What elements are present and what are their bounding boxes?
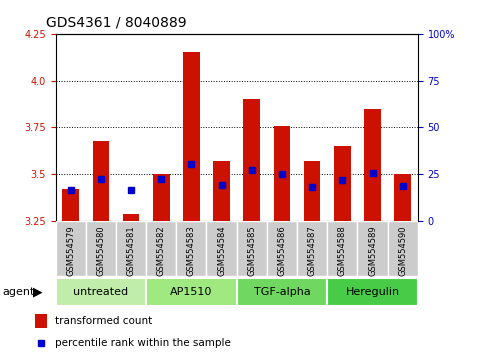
Bar (183, 52, 199, 221)
Text: percentile rank within the sample: percentile rank within the sample (55, 338, 230, 348)
Bar (56, 221, 86, 276)
Bar (123, 214, 139, 221)
Bar (93, 141, 109, 221)
Text: GSM554580: GSM554580 (96, 225, 105, 276)
Bar (146, 278, 237, 306)
Text: GSM554587: GSM554587 (308, 225, 317, 276)
Bar (334, 146, 351, 221)
Text: GSM554582: GSM554582 (156, 225, 166, 276)
Bar (357, 221, 388, 276)
Text: GSM554586: GSM554586 (277, 225, 286, 276)
Text: GSM554579: GSM554579 (66, 225, 75, 276)
Bar (56, 278, 146, 306)
Text: GSM554588: GSM554588 (338, 225, 347, 276)
Bar (274, 126, 290, 221)
Bar (237, 221, 267, 276)
Bar (176, 221, 207, 276)
Bar (327, 221, 357, 276)
Bar (86, 221, 116, 276)
Bar (35, 314, 47, 328)
Bar (364, 109, 381, 221)
Bar (388, 221, 418, 276)
Bar (395, 175, 411, 221)
Bar (297, 221, 327, 276)
Text: agent: agent (2, 287, 35, 297)
Text: GDS4361 / 8040889: GDS4361 / 8040889 (46, 16, 186, 30)
Bar (213, 161, 230, 221)
Bar (267, 221, 297, 276)
Text: GSM554583: GSM554583 (187, 225, 196, 276)
Text: TGF-alpha: TGF-alpha (254, 287, 310, 297)
Text: GSM554581: GSM554581 (127, 225, 136, 276)
Text: ▶: ▶ (33, 286, 43, 298)
Bar (62, 189, 79, 221)
Bar (327, 278, 418, 306)
Text: GSM554585: GSM554585 (247, 225, 256, 276)
Bar (237, 278, 327, 306)
Bar (116, 221, 146, 276)
Text: GSM554590: GSM554590 (398, 225, 407, 276)
Bar (243, 99, 260, 221)
Bar (146, 221, 176, 276)
Text: GSM554589: GSM554589 (368, 225, 377, 276)
Text: transformed count: transformed count (55, 316, 152, 326)
Bar (207, 221, 237, 276)
Text: Heregulin: Heregulin (345, 287, 399, 297)
Text: untreated: untreated (73, 287, 128, 297)
Bar (304, 161, 320, 221)
Text: AP1510: AP1510 (170, 287, 213, 297)
Bar (153, 175, 170, 221)
Text: GSM554584: GSM554584 (217, 225, 226, 276)
